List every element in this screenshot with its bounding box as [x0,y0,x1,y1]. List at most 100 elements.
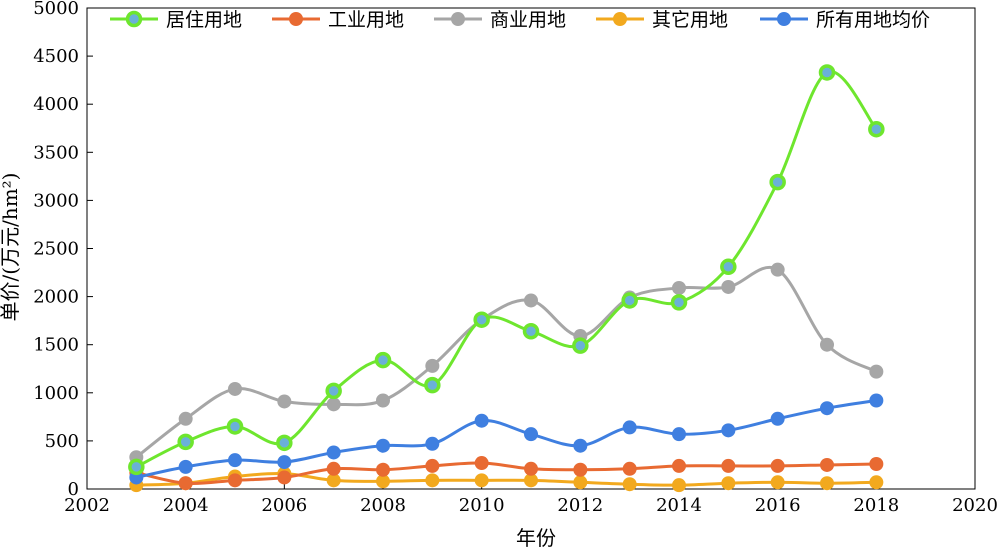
data-point [670,294,688,311]
legend-marker [613,12,627,26]
data-point [869,475,884,490]
data-point [820,401,834,416]
data-point [818,64,836,81]
legend-marker [289,12,303,26]
series-line [136,399,877,479]
series-layer [128,64,885,493]
data-point [474,473,489,488]
data-point [178,459,193,474]
legend-item: 所有用地均价 [760,9,930,31]
data-point [622,461,637,476]
plot-frame [86,7,976,490]
y-tick-label: 5000 [33,0,79,19]
data-point [424,376,441,394]
data-point [721,476,736,491]
data-point [376,438,390,453]
data-point [572,337,589,354]
data-point [621,292,638,309]
data-point [228,453,242,468]
series-1 [128,64,885,476]
y-tick-label: 2000 [33,287,79,308]
data-point [473,311,490,328]
legend-item: 居住用地 [110,9,242,31]
x-tick-label: 2006 [261,495,307,516]
data-point [524,427,538,442]
data-point [869,393,884,408]
data-point [770,411,785,426]
x-tick-label: 2012 [557,495,603,516]
legend-label: 商业用地 [490,9,566,31]
data-point [820,476,834,491]
legend-label: 居住用地 [166,9,242,31]
data-point [672,478,686,493]
data-point [573,438,588,453]
data-point [276,434,293,452]
series-line [136,461,877,486]
data-point [376,462,390,477]
data-point [820,337,834,352]
data-point [573,462,588,477]
y-tick-label: 3000 [33,190,79,211]
y-tick-label: 500 [45,431,79,452]
y-tick-label: 4500 [33,46,79,67]
data-point [474,456,489,471]
data-point [228,473,242,488]
series-line [136,471,877,487]
data-point [326,397,341,412]
data-point [721,279,736,294]
data-point [277,455,292,470]
legend-marker [777,12,791,26]
data-point [769,173,786,191]
x-tick-label: 2010 [459,495,505,516]
data-point [672,458,686,473]
data-point [720,258,737,276]
x-tick-label: 2004 [163,495,209,516]
data-point [425,458,440,473]
data-point [672,427,686,442]
data-point [228,381,242,396]
data-point [128,458,145,476]
data-point [770,262,785,277]
legend-label: 所有用地均价 [816,9,930,31]
data-point [524,293,538,308]
data-point [325,382,342,400]
data-point [425,358,440,373]
data-point [326,445,341,460]
data-point [277,394,292,409]
data-point [622,420,637,435]
data-point [326,461,341,476]
series-2 [129,456,884,491]
x-tick-label: 2002 [64,495,110,516]
legend: 居住用地 工业用地 商业用地 其它用地 所有用地均价 [110,9,930,31]
legend-marker [451,12,465,26]
data-point [326,473,341,488]
data-point [573,475,588,490]
data-point [869,364,884,379]
y-tick-label: 1500 [33,335,79,356]
data-point [226,418,244,435]
series-5 [129,393,884,485]
data-point [770,475,785,490]
legend-label: 工业用地 [328,9,404,31]
data-point [376,393,390,408]
data-point [721,458,736,473]
data-point [770,458,785,473]
y-axis-title: 单价/(万元/hm²) [0,173,22,322]
data-point [524,461,538,476]
x-tick-label: 2020 [952,495,998,516]
data-point [672,280,686,295]
x-tick-label: 2008 [360,495,406,516]
data-point [425,436,440,451]
data-point [868,120,885,138]
data-point [178,411,193,426]
plot-area: 2002 2004 2006 2008 2010 2012 2014 2016 2018 2020… [33,0,998,516]
x-tick-label: 2016 [755,495,801,516]
x-tick-label: 2018 [853,495,899,516]
data-point [524,473,538,488]
legend-item: 工业用地 [272,9,404,31]
data-point [374,351,392,369]
y-tick-label: 2500 [33,239,79,260]
x-axis-title: 年份 [516,526,556,550]
data-point [277,470,292,485]
